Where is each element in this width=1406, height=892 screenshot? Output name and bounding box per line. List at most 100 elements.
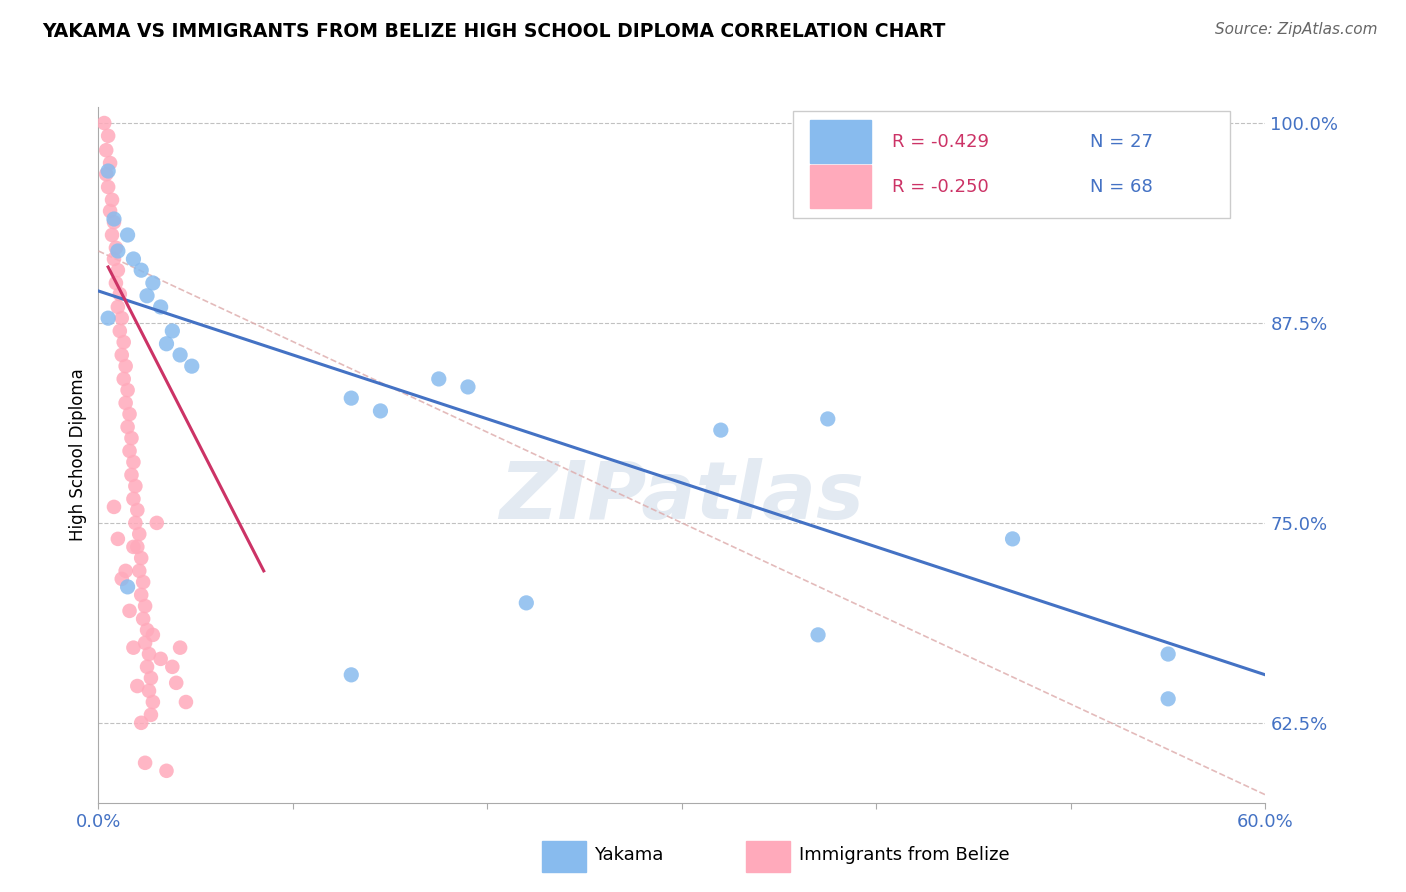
Point — [162, 324, 184, 338]
Point — [124, 479, 146, 493]
Point — [149, 652, 172, 666]
Text: N = 27: N = 27 — [1091, 133, 1153, 151]
Point — [112, 335, 135, 350]
FancyBboxPatch shape — [793, 111, 1230, 219]
Point — [117, 227, 139, 242]
Text: N = 68: N = 68 — [1091, 178, 1153, 196]
Point — [96, 143, 118, 157]
Point — [103, 212, 125, 227]
Point — [134, 636, 156, 650]
Point — [457, 380, 479, 394]
Bar — [541, 841, 586, 872]
Point — [114, 396, 136, 410]
Point — [127, 503, 149, 517]
Point — [165, 676, 187, 690]
Point — [146, 516, 169, 530]
Point — [807, 628, 830, 642]
Point — [169, 640, 191, 655]
Point — [97, 311, 120, 326]
Point — [114, 359, 136, 373]
Point — [98, 204, 121, 219]
Point — [174, 695, 197, 709]
Point — [340, 668, 363, 682]
Point — [142, 695, 165, 709]
Point — [127, 679, 149, 693]
Point — [710, 423, 733, 437]
Point — [149, 300, 172, 314]
Point — [101, 227, 124, 242]
Point — [108, 324, 131, 338]
Point — [515, 596, 537, 610]
Point — [1157, 691, 1180, 706]
Text: R = -0.250: R = -0.250 — [891, 178, 988, 196]
Text: Source: ZipAtlas.com: Source: ZipAtlas.com — [1215, 22, 1378, 37]
Point — [136, 289, 159, 303]
Y-axis label: High School Diploma: High School Diploma — [69, 368, 87, 541]
Point — [103, 215, 125, 229]
Point — [340, 391, 363, 405]
Point — [118, 444, 141, 458]
Point — [118, 604, 141, 618]
Point — [103, 252, 125, 266]
Point — [121, 467, 143, 482]
Point — [1157, 647, 1180, 661]
Point — [104, 241, 127, 255]
Point — [138, 647, 160, 661]
Point — [139, 707, 162, 722]
Text: YAKAMA VS IMMIGRANTS FROM BELIZE HIGH SCHOOL DIPLOMA CORRELATION CHART: YAKAMA VS IMMIGRANTS FROM BELIZE HIGH SC… — [42, 22, 946, 41]
Point — [97, 128, 120, 143]
Point — [122, 252, 145, 266]
Point — [155, 764, 177, 778]
Text: Immigrants from Belize: Immigrants from Belize — [799, 846, 1010, 864]
Point — [114, 564, 136, 578]
Point — [155, 336, 177, 351]
Point — [1001, 532, 1024, 546]
Point — [107, 532, 129, 546]
Point — [107, 244, 129, 258]
Point — [103, 500, 125, 514]
Point — [96, 167, 118, 181]
Point — [122, 491, 145, 506]
Point — [129, 263, 152, 277]
Point — [124, 516, 146, 530]
Point — [122, 640, 145, 655]
Point — [180, 359, 202, 373]
Point — [162, 660, 184, 674]
Point — [93, 116, 115, 130]
Point — [129, 588, 152, 602]
Point — [108, 287, 131, 301]
Point — [134, 756, 156, 770]
Point — [127, 540, 149, 554]
Point — [132, 612, 155, 626]
Bar — [810, 165, 870, 208]
Point — [128, 564, 150, 578]
Point — [139, 671, 162, 685]
Text: Yakama: Yakama — [595, 846, 664, 864]
Point — [817, 412, 839, 426]
Point — [132, 575, 155, 590]
Point — [111, 572, 134, 586]
Point — [104, 276, 127, 290]
Point — [111, 311, 134, 326]
Point — [118, 407, 141, 421]
Point — [427, 372, 450, 386]
Point — [122, 540, 145, 554]
Point — [107, 300, 129, 314]
Point — [134, 599, 156, 613]
Point — [129, 715, 152, 730]
Point — [101, 193, 124, 207]
Point — [142, 276, 165, 290]
Point — [121, 431, 143, 445]
Point — [142, 628, 165, 642]
Text: ZIPatlas: ZIPatlas — [499, 458, 865, 536]
Point — [128, 527, 150, 541]
Point — [138, 683, 160, 698]
Point — [169, 348, 191, 362]
Text: R = -0.429: R = -0.429 — [891, 133, 988, 151]
Point — [107, 263, 129, 277]
Point — [97, 180, 120, 194]
Bar — [747, 841, 790, 872]
Point — [370, 404, 392, 418]
Point — [111, 348, 134, 362]
Point — [112, 372, 135, 386]
